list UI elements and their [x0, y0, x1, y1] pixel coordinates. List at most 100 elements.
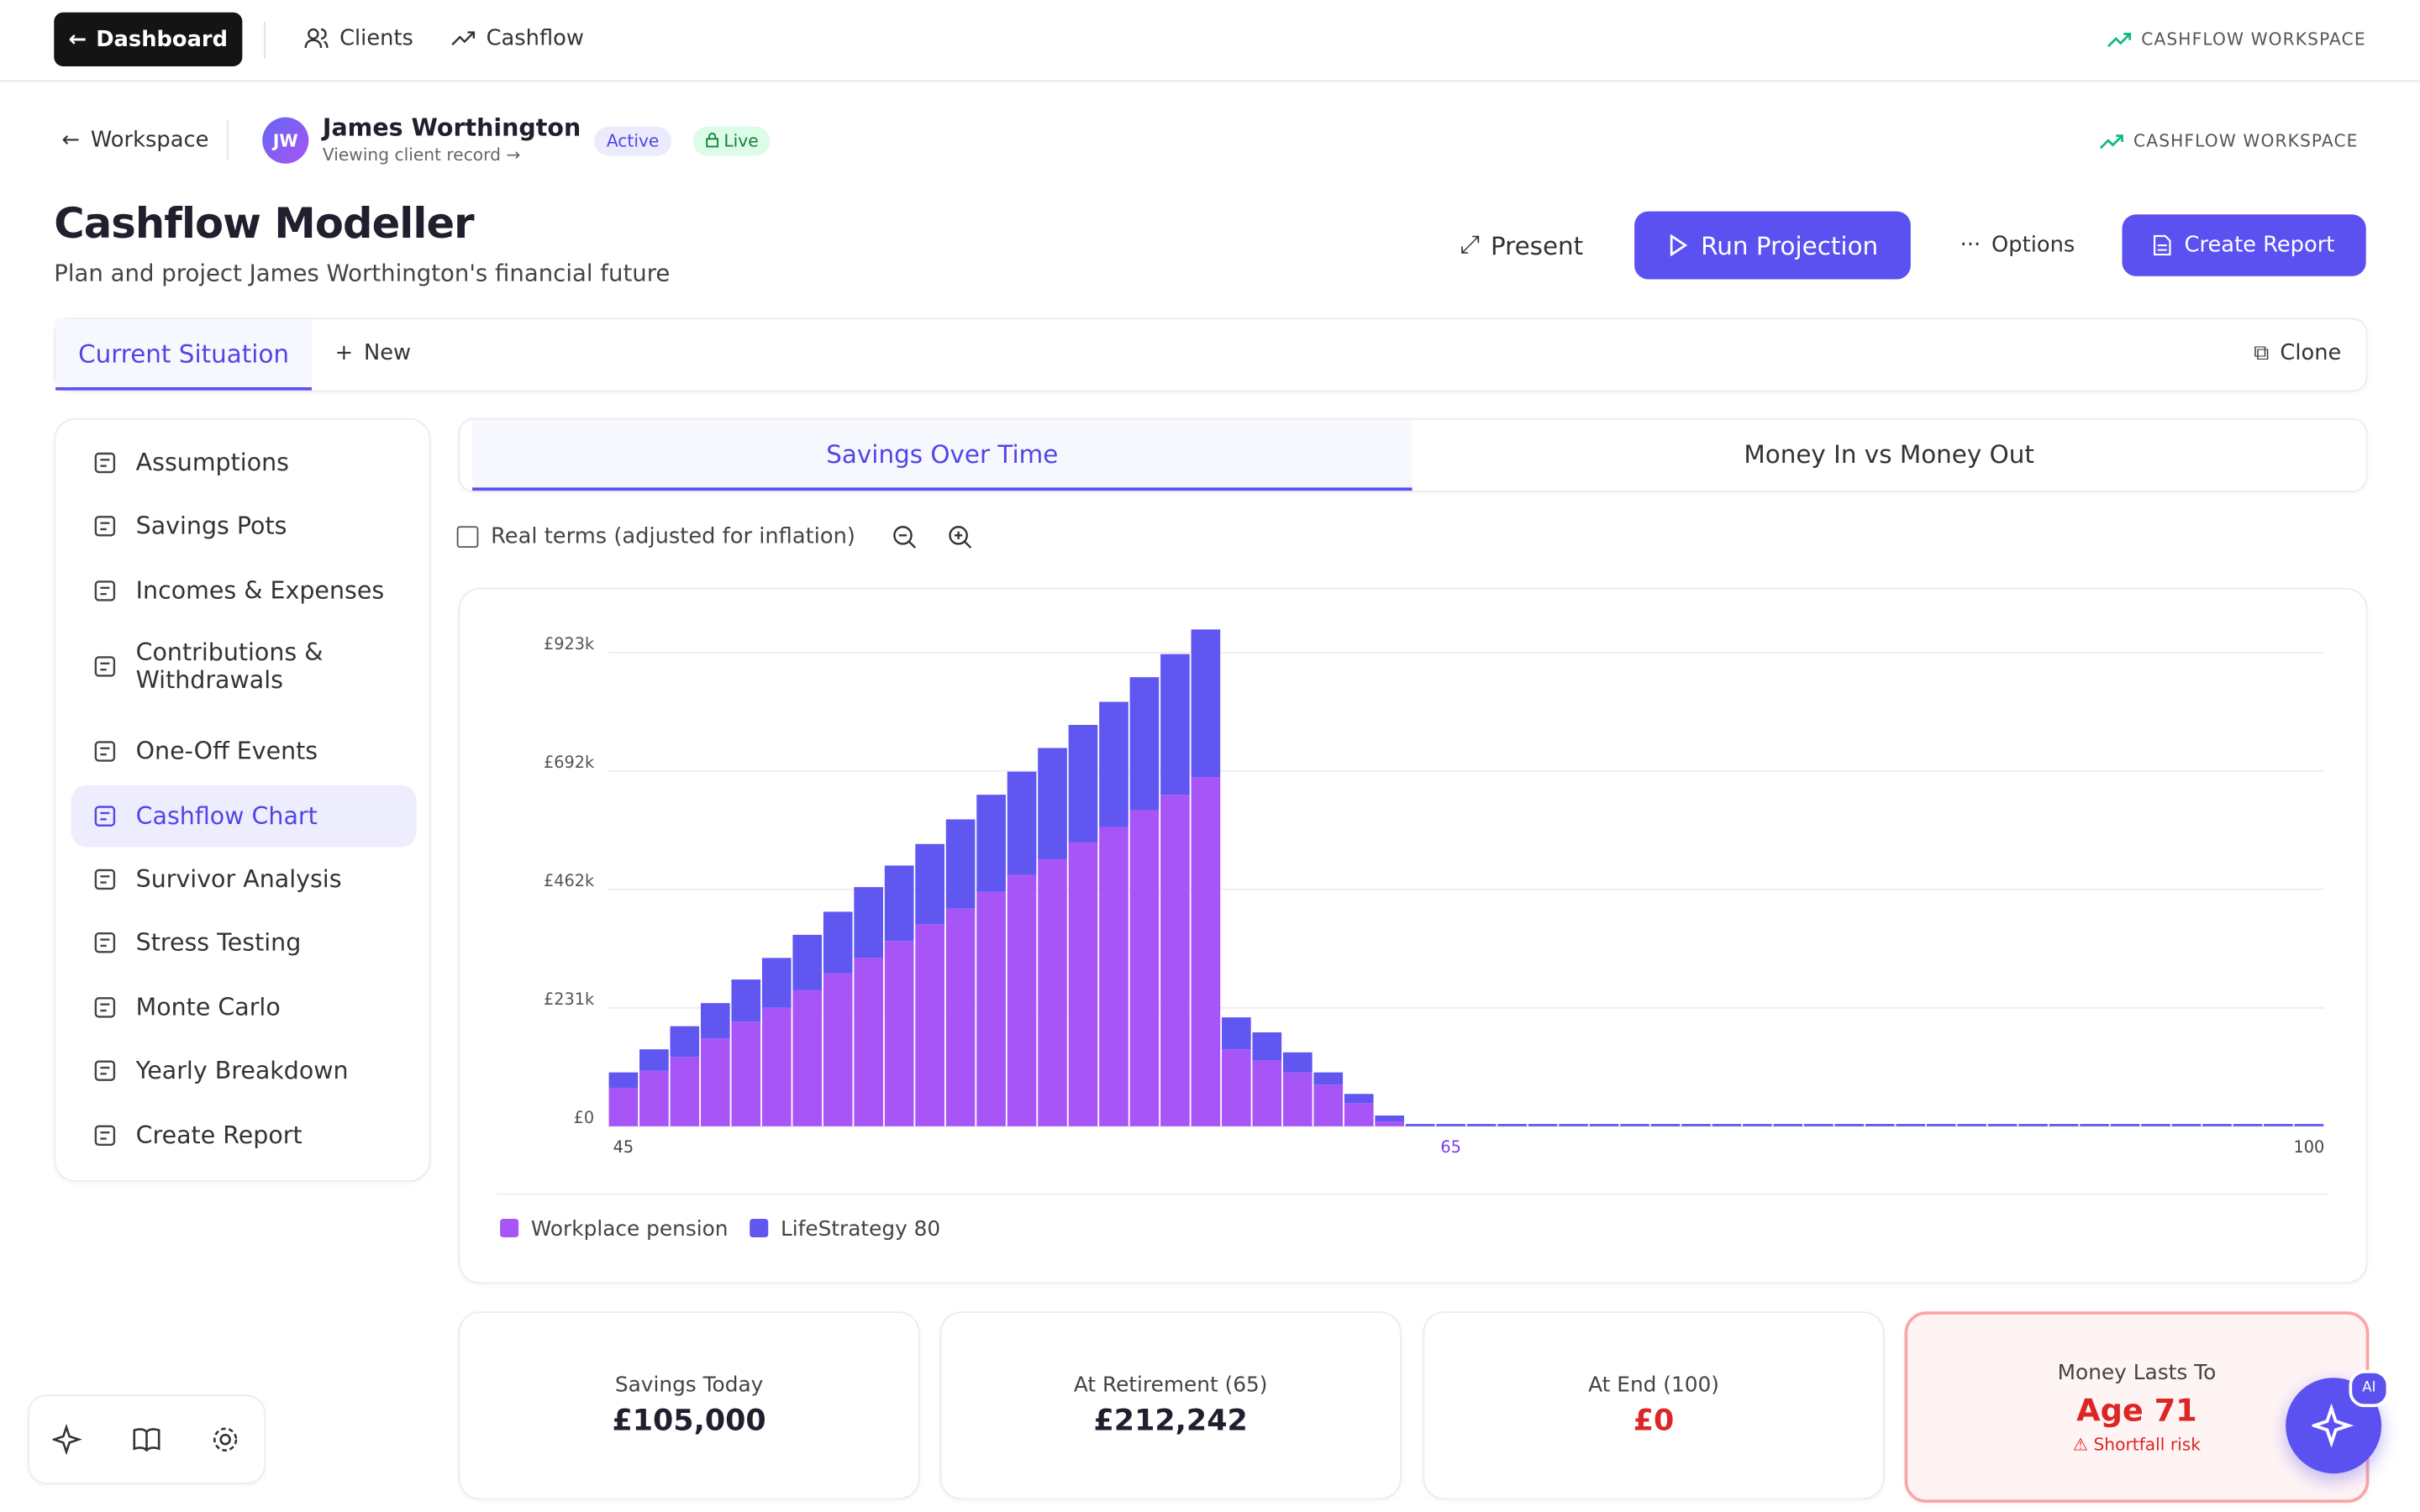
legend-swatch [500, 1219, 519, 1238]
icon [94, 1124, 116, 1146]
y-tick-label: £462k [544, 871, 595, 890]
bar-segment [2080, 1124, 2109, 1126]
icon [94, 656, 116, 678]
bar-segment [701, 1038, 730, 1126]
client-sub[interactable]: Viewing client record → [322, 144, 521, 165]
bar-segment [2141, 1124, 2170, 1126]
bar-segment [823, 973, 853, 1126]
label: Create Report [135, 1121, 302, 1149]
y-tick-label: £0 [574, 1108, 595, 1127]
sparkle-button[interactable] [53, 1424, 84, 1456]
bar-segment [1712, 1124, 1742, 1126]
dashboard-button[interactable]: ← Dashboard [54, 12, 243, 66]
inflation-toggle[interactable]: Real terms (adjusted for inflation) [456, 524, 973, 549]
label: Dashboard [96, 27, 229, 52]
label: Yearly Breakdown [135, 1057, 349, 1085]
zoom-out[interactable] [892, 524, 917, 549]
sidebar-item[interactable]: Assumptions [71, 432, 416, 493]
bar-segment [1834, 1124, 1865, 1126]
workspace-label: CASHFLOW WORKSPACE [2100, 131, 2359, 151]
bar-segment [1222, 1017, 1251, 1050]
bar-segment [1804, 1124, 1833, 1126]
bar-segment [1038, 748, 1067, 860]
sidebar-item[interactable]: Savings Pots [71, 496, 416, 557]
bar-segment [1559, 1124, 1588, 1126]
bar-segment [1313, 1084, 1344, 1126]
sidebar-item[interactable]: Contributions & Withdrawals [71, 623, 416, 710]
sidebar-item[interactable]: Cashflow Chart [71, 785, 417, 847]
label: Real terms (adjusted for inflation) [491, 524, 855, 549]
cashflow-link[interactable]: Cashflow [450, 26, 584, 51]
create-report-button[interactable]: Create Report [2122, 214, 2366, 276]
options-button[interactable]: ··· Options [1960, 233, 2075, 258]
sidebar-item[interactable]: Survivor Analysis [71, 848, 416, 910]
y-tick-label: £692k [544, 753, 595, 772]
stat-value: £212,242 [1093, 1404, 1248, 1438]
tab-money[interactable]: Money In vs Money Out [1744, 438, 2034, 469]
sidebar-item[interactable]: Create Report [71, 1104, 416, 1165]
x-tick-label: 65 [1440, 1137, 1461, 1157]
status-pill: Active [594, 126, 672, 156]
sidebar-item[interactable]: Yearly Breakdown [71, 1040, 416, 1101]
tab-savings[interactable]: Savings Over Time [472, 419, 1413, 491]
legend-swatch [750, 1219, 769, 1238]
icon [94, 805, 116, 827]
bar-segment [1160, 795, 1190, 1126]
live-pill: Live [692, 126, 771, 156]
bar-segment [1007, 874, 1037, 1126]
label: Contributions & Withdrawals [135, 638, 324, 695]
stat-card: Savings Today £105,000 [458, 1311, 920, 1500]
tab-new[interactable]: + New [334, 340, 412, 366]
label: Incomes & Expenses [135, 576, 385, 605]
clients-link[interactable]: Clients [304, 26, 413, 51]
bar-segment [884, 941, 914, 1126]
bar-segment [2202, 1124, 2232, 1126]
icon [94, 932, 116, 954]
bar-segment [1344, 1103, 1374, 1126]
avatar: JW [262, 117, 309, 164]
run-projection-button[interactable]: Run Projection [1634, 211, 1911, 280]
sidebar-item[interactable]: One-Off Events [71, 721, 416, 782]
settings-button[interactable] [209, 1424, 240, 1455]
icon [94, 516, 116, 538]
stat-value: £0 [1633, 1404, 1675, 1438]
bar-segment [1589, 1124, 1619, 1126]
bar-segment [2294, 1124, 2324, 1126]
bar-segment [1160, 654, 1190, 795]
bar-segment [1191, 629, 1221, 778]
bar-segment [701, 1003, 730, 1039]
bar-segment [1743, 1124, 1772, 1126]
bar-segment [670, 1057, 700, 1126]
book-button[interactable] [131, 1424, 162, 1455]
y-tick-label: £231k [544, 990, 595, 1009]
icon [94, 452, 116, 474]
bar-segment [915, 924, 944, 1126]
bar-segment [1620, 1124, 1649, 1126]
bar-segment [639, 1049, 669, 1071]
clone-button[interactable]: ⧉ Clone [2254, 340, 2342, 366]
tab-current[interactable]: Current Situation [55, 319, 313, 391]
top-bar: ← Dashboard Clients Cashflow CASHFLOW WOR… [0, 0, 2420, 82]
bar-segment [854, 958, 884, 1126]
sidebar-item[interactable]: Stress Testing [71, 912, 416, 974]
bar-segment [761, 958, 792, 1008]
bar-segment [884, 865, 914, 942]
bar-segment [945, 819, 976, 909]
bar-segment [1191, 777, 1221, 1126]
sidebar-item[interactable]: Incomes & Expenses [71, 559, 416, 621]
back-link[interactable]: ← Workspace [61, 128, 209, 153]
bar-segment [1007, 771, 1037, 875]
bar-segment [2018, 1124, 2048, 1126]
bar-segment [915, 843, 944, 925]
label: Run Projection [1701, 230, 1879, 260]
bar-segment [1681, 1124, 1711, 1126]
sidebar-item[interactable]: Monte Carlo [71, 976, 416, 1037]
toolbar [28, 1394, 266, 1484]
scenario-tabs: Current Situation + New ⧉ Clone [54, 318, 2368, 392]
zoom-in[interactable] [948, 524, 972, 549]
label: Options [1991, 233, 2075, 258]
divider [227, 120, 229, 161]
bar-segment [1497, 1124, 1527, 1126]
bar-segment [792, 934, 823, 990]
present-button[interactable]: ⤢ Present [1460, 229, 1584, 260]
